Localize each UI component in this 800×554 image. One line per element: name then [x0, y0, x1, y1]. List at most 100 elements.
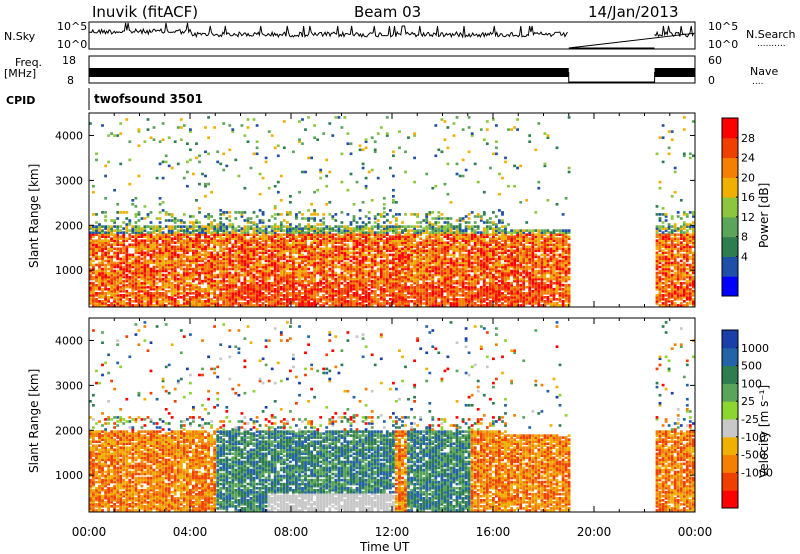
- heatmap-cell: [92, 241, 95, 244]
- heatmap-cell: [149, 245, 153, 249]
- heatmap-cell: [301, 271, 304, 275]
- heatmap-cell: [304, 279, 307, 283]
- heatmap-cell: [349, 275, 353, 279]
- heatmap-cell: [328, 229, 332, 232]
- heatmap-cell: [467, 277, 471, 281]
- heatmap-cell: [382, 211, 386, 214]
- heatmap-cell: [404, 247, 407, 251]
- heatmap-cell: [431, 253, 435, 257]
- heatmap-cell: [216, 235, 220, 238]
- heatmap-cell: [419, 283, 423, 287]
- heatmap-cell: [140, 277, 144, 281]
- heatmap-cell: [428, 287, 432, 291]
- heatmap-cell: [267, 289, 271, 293]
- heatmap-cell: [479, 273, 483, 277]
- heatmap-cell: [213, 243, 216, 247]
- heatmap-cell: [322, 217, 326, 220]
- heatmap-cell: [116, 277, 120, 281]
- heatmap-cell: [413, 300, 416, 303]
- heatmap-cell: [119, 285, 123, 289]
- heatmap-cell: [225, 255, 229, 259]
- heatmap-cell: [470, 285, 474, 289]
- heatmap-cell: [422, 296, 426, 299]
- heatmap-cell: [334, 285, 338, 289]
- heatmap-cell: [331, 241, 335, 244]
- heatmap-cell: [240, 229, 244, 232]
- heatmap-cell: [107, 287, 110, 291]
- heatmap-cell: [161, 292, 165, 295]
- heatmap-cell: [367, 273, 371, 277]
- heatmap-cell: [134, 257, 138, 261]
- heatmap-cell: [382, 215, 386, 218]
- heatmap-cell: [98, 261, 101, 265]
- heatmap-cell: [470, 239, 474, 242]
- heatmap-cell: [313, 257, 316, 261]
- heatmap-cell: [116, 279, 120, 283]
- heatmap-cell: [195, 277, 198, 281]
- heatmap-cell: [95, 285, 98, 289]
- heatmap-cell: [470, 298, 474, 301]
- heatmap-cell: [195, 221, 198, 224]
- heatmap-cell: [419, 296, 423, 299]
- heatmap-cell: [385, 219, 389, 222]
- heatmap-cell: [398, 298, 401, 301]
- heatmap-cell: [286, 241, 289, 244]
- heatmap-cell: [189, 227, 192, 230]
- heatmap-cell: [107, 249, 110, 253]
- heatmap-cell: [155, 304, 159, 307]
- heatmap-cell: [140, 296, 144, 299]
- heatmap-cell: [264, 259, 268, 263]
- heatmap-cell: [304, 255, 307, 259]
- heatmap-cell: [322, 247, 326, 251]
- heatmap-cell: [343, 304, 347, 307]
- heatmap-cell: [110, 233, 113, 236]
- heatmap-cell: [216, 294, 220, 297]
- heatmap-cell: [370, 285, 374, 289]
- heatmap-cell: [131, 273, 135, 277]
- heatmap-cell: [355, 263, 359, 267]
- heatmap-cell: [449, 269, 453, 273]
- heatmap-cell: [101, 259, 104, 263]
- heatmap-cell: [101, 241, 104, 244]
- heatmap-cell: [473, 302, 477, 305]
- heatmap-cell: [461, 289, 465, 293]
- heatmap-cell: [113, 285, 116, 289]
- heatmap-cell: [346, 245, 350, 249]
- heatmap-cell: [179, 235, 183, 238]
- heatmap-cell: [422, 251, 426, 255]
- heatmap-cell: [255, 225, 259, 228]
- heatmap-cell: [204, 277, 207, 281]
- heatmap-cell: [455, 237, 459, 240]
- heatmap-cell: [101, 243, 104, 247]
- heatmap-cell: [416, 253, 419, 257]
- heatmap-cell: [207, 277, 210, 281]
- heatmap-cell: [385, 294, 389, 297]
- heatmap-cell: [425, 287, 429, 291]
- heatmap-cell: [401, 255, 404, 259]
- heatmap-cell: [328, 294, 332, 297]
- heatmap-cell: [207, 261, 210, 265]
- heatmap-cell: [170, 237, 174, 240]
- heatmap-cell: [261, 275, 265, 279]
- heatmap-cell: [173, 237, 177, 240]
- heatmap-cell: [358, 294, 362, 297]
- heatmap-cell: [349, 304, 353, 307]
- heatmap-cell: [301, 241, 304, 244]
- heatmap-cell: [207, 304, 210, 307]
- heatmap-cell: [279, 227, 283, 230]
- heatmap-cell: [198, 221, 201, 224]
- heatmap-cell: [207, 265, 210, 269]
- heatmap-cell: [367, 259, 371, 263]
- heatmap-cell: [128, 233, 132, 236]
- heatmap-cell: [261, 219, 265, 222]
- heatmap-cell: [361, 166, 365, 170]
- heatmap-cell: [370, 225, 374, 228]
- heatmap-cell: [198, 247, 201, 251]
- heatmap-cell: [128, 267, 132, 271]
- heatmap-cell: [479, 251, 483, 255]
- heatmap-cell: [434, 237, 438, 240]
- heatmap-cell: [116, 283, 120, 287]
- heatmap-cell: [401, 225, 404, 228]
- heatmap-cell: [431, 277, 435, 281]
- heatmap-cell: [155, 289, 159, 293]
